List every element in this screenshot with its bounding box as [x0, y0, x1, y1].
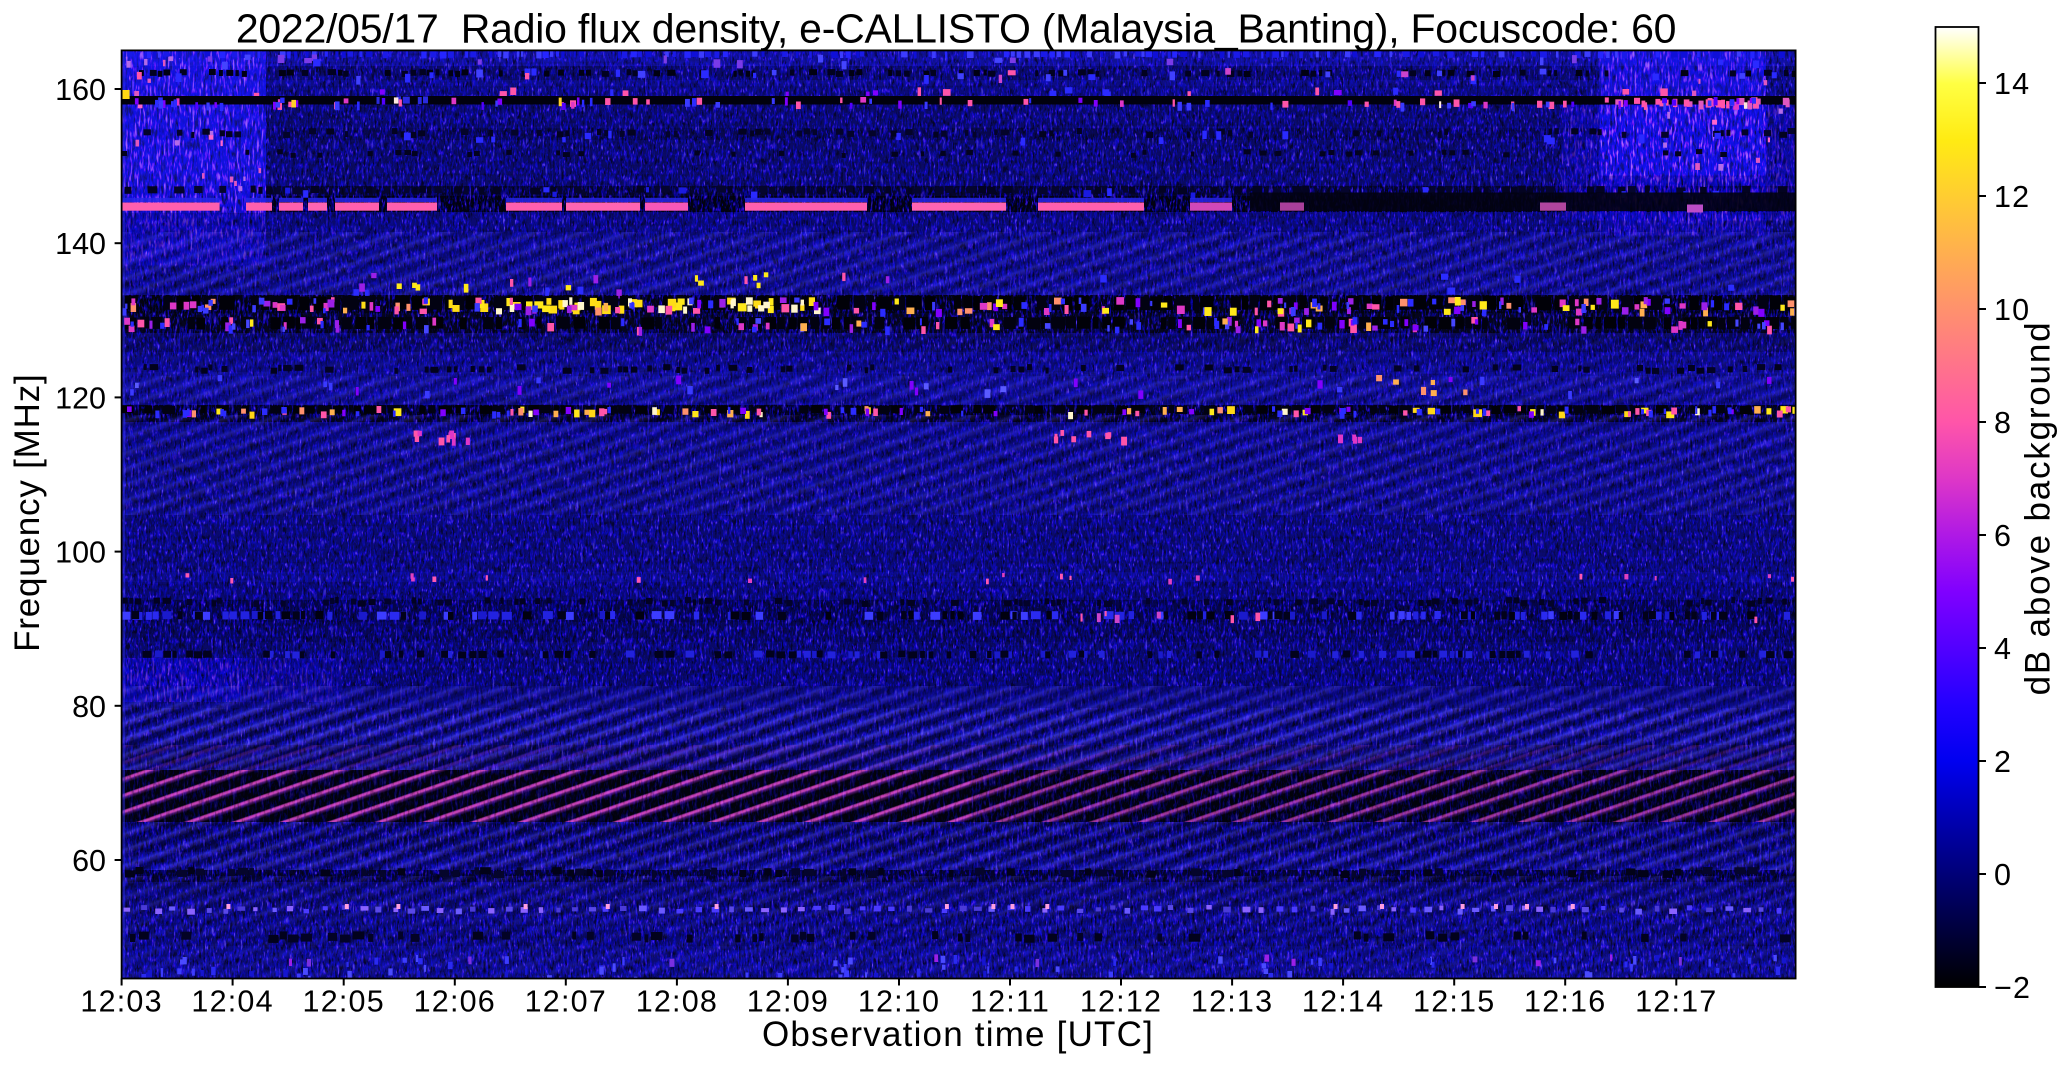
svg-text:8: 8 [1994, 406, 2012, 440]
svg-text:120: 120 [55, 381, 106, 415]
svg-text:12:09: 12:09 [747, 985, 829, 1019]
svg-text:dB above background: dB above background [2019, 321, 2058, 696]
svg-text:80: 80 [72, 690, 106, 724]
svg-text:12:10: 12:10 [858, 985, 940, 1019]
svg-text:12:06: 12:06 [414, 985, 496, 1019]
svg-text:12: 12 [1994, 180, 2030, 214]
svg-text:60: 60 [72, 844, 106, 878]
svg-text:140: 140 [55, 227, 106, 261]
svg-text:4: 4 [1994, 632, 2012, 666]
svg-text:12:15: 12:15 [1413, 985, 1495, 1019]
svg-text:Frequency [MHz]: Frequency [MHz] [8, 373, 47, 651]
svg-text:14: 14 [1994, 67, 2030, 101]
svg-text:160: 160 [55, 73, 106, 107]
svg-text:100: 100 [55, 536, 106, 570]
svg-text:12:08: 12:08 [636, 985, 718, 1019]
svg-text:10: 10 [1994, 293, 2030, 327]
svg-text:−2: −2 [1994, 971, 2031, 1005]
svg-text:12:16: 12:16 [1524, 985, 1606, 1019]
svg-text:12:04: 12:04 [191, 985, 273, 1019]
svg-text:12:13: 12:13 [1191, 985, 1273, 1019]
svg-text:12:07: 12:07 [525, 985, 607, 1019]
svg-text:12:11: 12:11 [970, 985, 1050, 1019]
svg-text:12:14: 12:14 [1302, 985, 1384, 1019]
svg-text:12:12: 12:12 [1080, 985, 1162, 1019]
svg-text:12:17: 12:17 [1635, 985, 1717, 1019]
svg-text:12:05: 12:05 [303, 985, 385, 1019]
svg-text:12:03: 12:03 [80, 985, 162, 1019]
svg-text:0: 0 [1994, 858, 2012, 892]
svg-text:Observation time [UTC]: Observation time [UTC] [762, 1015, 1154, 1054]
svg-text:2022/05/17 Radio flux density: 2022/05/17 Radio flux density, e-CALLIST… [236, 6, 1676, 52]
svg-text:2: 2 [1994, 745, 2012, 779]
svg-text:6: 6 [1994, 519, 2012, 553]
